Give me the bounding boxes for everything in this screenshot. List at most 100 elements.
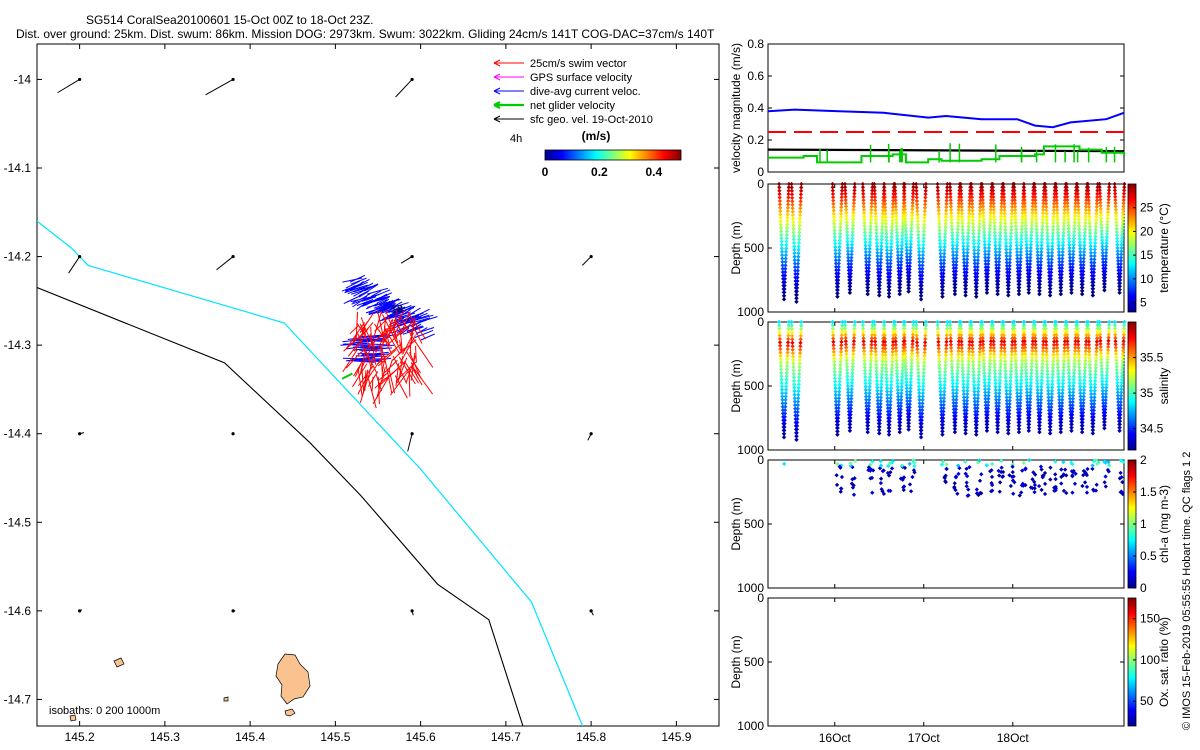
profile-point <box>971 382 977 388</box>
profile-point <box>1003 221 1008 226</box>
profile-point <box>839 195 844 200</box>
profile-point <box>1050 382 1055 387</box>
profile-point <box>1003 359 1008 364</box>
profile-point <box>1046 405 1052 410</box>
profile-point <box>940 419 946 424</box>
profile-point <box>955 240 960 245</box>
profile-point <box>832 234 837 240</box>
profile-point <box>789 319 794 325</box>
profile-point <box>1081 394 1086 399</box>
profile-point <box>1093 227 1098 232</box>
profile-point <box>1106 338 1111 343</box>
profile-point <box>1002 339 1007 344</box>
profile-point <box>1008 382 1013 387</box>
profile-point <box>1076 349 1081 354</box>
profile-point <box>955 378 960 383</box>
profile-point <box>1077 240 1082 245</box>
profile-point <box>979 319 985 325</box>
dac-vector <box>397 318 408 326</box>
profile-point <box>839 326 845 331</box>
profile-point <box>1107 323 1112 328</box>
profile-point <box>1097 319 1102 325</box>
profile-point <box>1098 335 1103 340</box>
profile-point <box>834 406 839 411</box>
profile-point <box>851 351 856 357</box>
profile-point <box>1023 361 1028 366</box>
profile-point <box>865 426 870 431</box>
profile-point <box>965 395 970 400</box>
profile-point <box>938 248 943 253</box>
profile-point <box>1014 384 1020 389</box>
profile-point <box>883 211 888 216</box>
profile-point <box>1080 282 1085 287</box>
profile-point <box>1077 227 1082 232</box>
x-tick-label: 145.9 <box>661 730 691 744</box>
profile-point <box>1001 181 1006 187</box>
profile-point <box>1048 427 1053 433</box>
profile-point <box>831 339 836 344</box>
profile-point <box>948 323 953 328</box>
profile-point <box>1060 384 1065 389</box>
profile-point <box>1092 391 1097 397</box>
profile-point <box>937 221 942 226</box>
chl-point <box>851 492 857 497</box>
profile-point <box>792 251 797 256</box>
profile-point <box>959 342 964 348</box>
profile-point <box>862 230 868 235</box>
chl-point <box>1032 489 1037 495</box>
profile-point <box>960 365 965 370</box>
profile-point <box>1002 198 1007 203</box>
profile-point <box>911 323 916 328</box>
profile-point <box>971 238 976 243</box>
profile-point <box>1091 408 1096 413</box>
profile-point <box>1057 400 1062 406</box>
profile-point <box>980 204 986 209</box>
profile-point <box>1084 339 1089 344</box>
profile-point <box>832 366 837 371</box>
profile-point <box>837 244 842 250</box>
profile-point <box>1099 238 1105 243</box>
profile-point <box>952 288 958 293</box>
profile-point <box>1068 399 1073 405</box>
profile-point <box>1094 336 1100 341</box>
y-tick-label: -14.1 <box>4 161 32 175</box>
profile-point <box>902 200 907 206</box>
chl-point <box>1010 478 1016 483</box>
profile-point <box>1015 259 1020 264</box>
profile-point <box>936 211 941 216</box>
profile-point <box>868 236 873 242</box>
profile-point <box>954 246 960 251</box>
profile-point <box>920 401 925 406</box>
swim-vector <box>409 316 415 349</box>
profile-point <box>972 268 978 273</box>
profile-point <box>1071 374 1077 379</box>
y-tick-label: -14.2 <box>4 250 32 264</box>
profile-point <box>916 384 922 389</box>
dac-vector <box>358 290 369 298</box>
profile-point <box>920 249 926 254</box>
profile-point <box>887 412 893 417</box>
profile-point <box>893 201 898 206</box>
profile-point <box>1070 406 1075 411</box>
profile-point <box>1057 394 1062 399</box>
profile-point <box>1058 288 1064 293</box>
profile-point <box>906 424 911 429</box>
profile-point <box>1012 329 1017 334</box>
profile-point <box>987 358 993 363</box>
profile-point <box>1022 335 1027 341</box>
profile-point <box>1089 267 1094 272</box>
profile-point <box>939 402 944 407</box>
profile-point <box>999 345 1004 351</box>
profile-point <box>940 287 945 293</box>
profile-point <box>1069 277 1075 283</box>
chl-point <box>955 491 960 496</box>
profile-point <box>869 349 874 354</box>
profile-point <box>982 374 987 379</box>
profile-point <box>1075 185 1080 190</box>
profile-point <box>877 273 883 278</box>
profile-point <box>851 345 856 350</box>
profile-point <box>961 237 966 242</box>
profile-point <box>972 386 977 391</box>
chl-point <box>912 464 917 469</box>
profile-point <box>845 242 850 247</box>
